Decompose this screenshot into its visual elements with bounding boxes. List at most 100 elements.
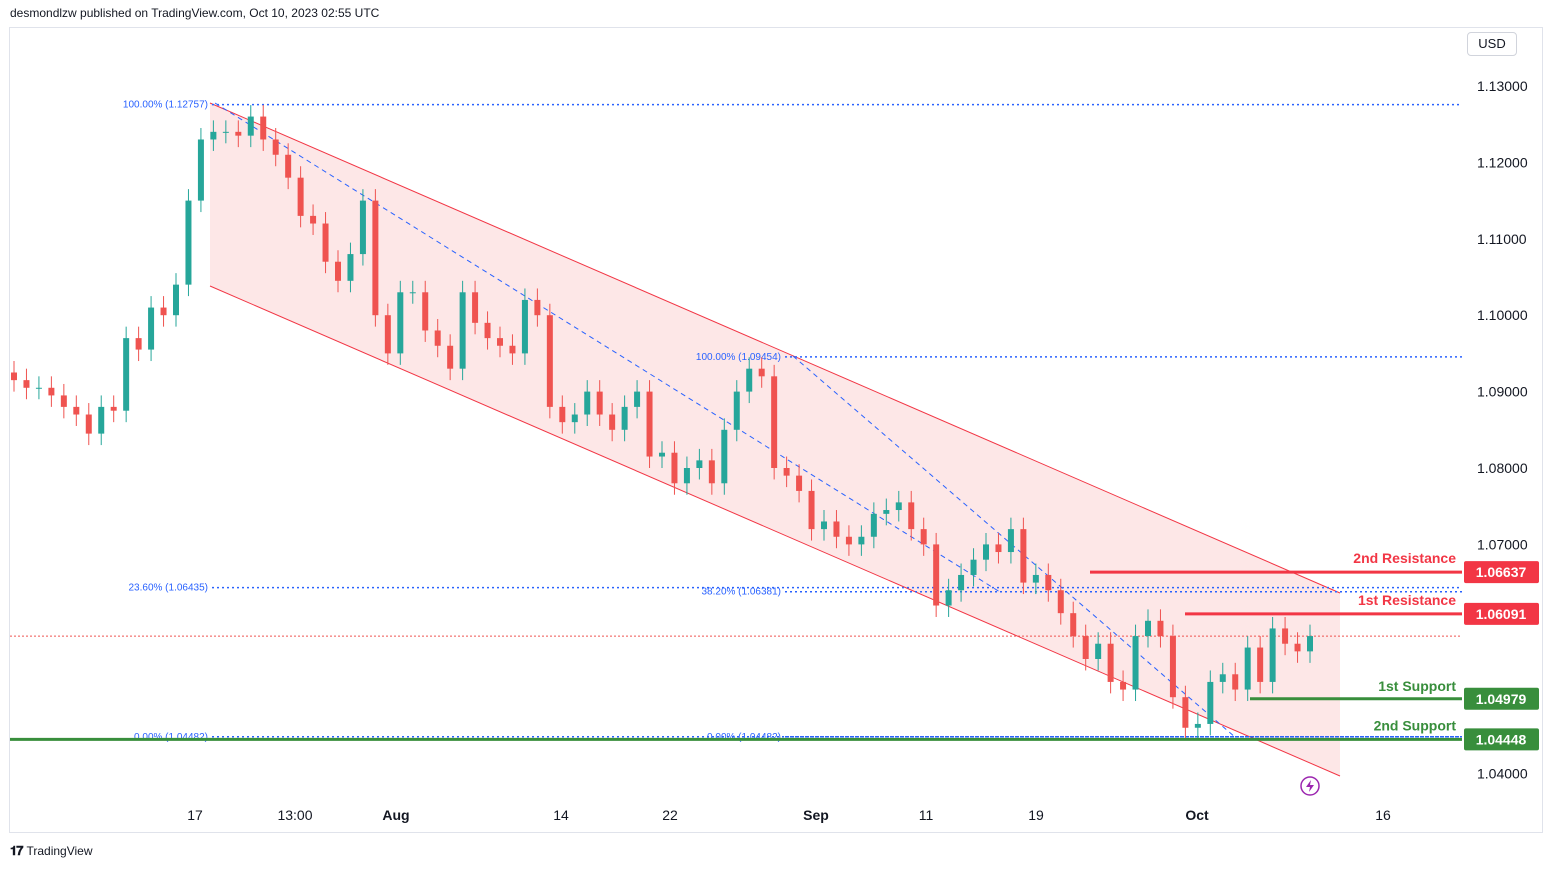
fib-level-label: 100.00% (1.09454)	[696, 352, 781, 363]
candle	[260, 105, 267, 151]
candle	[609, 403, 616, 442]
candle	[173, 273, 179, 327]
candle	[222, 120, 229, 144]
footer-brand-text: TradingView	[26, 844, 93, 858]
candle	[958, 563, 965, 602]
candle	[484, 311, 491, 350]
candle	[870, 502, 877, 549]
candle	[933, 532, 940, 617]
candle	[1182, 685, 1189, 740]
candle	[160, 296, 167, 327]
candle	[247, 105, 254, 148]
candle	[1219, 662, 1226, 694]
footer-branding: 𝟏𝟕 TradingView	[10, 843, 93, 859]
candle	[895, 490, 902, 522]
candle	[235, 120, 242, 148]
candle	[808, 479, 815, 541]
candle	[1070, 601, 1077, 648]
price-badge	[1464, 561, 1539, 584]
fib-level-label: 0.00% (1.04482)	[134, 732, 208, 743]
candle	[1232, 662, 1239, 702]
candle	[970, 548, 977, 587]
currency-button[interactable]: USD	[1467, 32, 1517, 56]
candle	[1082, 624, 1089, 671]
level-2nd-support: 2nd Support 1.04448	[10, 717, 1539, 751]
candle	[285, 143, 292, 190]
candle	[683, 456, 690, 495]
x-axis-tick-label: Sep	[803, 807, 829, 823]
candle	[1095, 632, 1102, 671]
candle	[671, 441, 678, 495]
candle	[721, 418, 728, 495]
candle	[272, 128, 279, 167]
candle	[646, 380, 653, 468]
candle	[659, 441, 665, 468]
candle	[584, 380, 591, 426]
candle	[60, 383, 67, 419]
candle	[796, 464, 803, 503]
candle	[783, 456, 790, 488]
candle	[621, 395, 628, 442]
candle	[11, 361, 17, 392]
candle	[596, 380, 603, 426]
candle	[372, 189, 379, 327]
fib-level-label: 23.60% (1.06435)	[128, 583, 208, 594]
candle	[758, 357, 765, 388]
candle	[1194, 712, 1201, 740]
y-axis-tick-label: 1.09000	[1477, 384, 1528, 400]
candle	[123, 326, 130, 423]
candle	[459, 280, 466, 381]
candle	[534, 288, 541, 327]
x-axis-tick-label: Oct	[1185, 807, 1209, 823]
candle	[920, 517, 927, 556]
candle	[521, 288, 528, 365]
lightning-icon[interactable]	[1300, 776, 1320, 796]
candle	[359, 189, 366, 266]
level-name: 2nd Support	[1374, 717, 1457, 733]
candle	[945, 578, 952, 617]
candle	[1307, 624, 1313, 663]
candle	[472, 280, 479, 335]
candle	[634, 380, 641, 419]
candle	[746, 357, 753, 404]
candle	[1020, 517, 1027, 595]
candle	[1269, 616, 1276, 694]
tradingview-logo-icon: 𝟏𝟕	[10, 843, 24, 858]
channel-lower-line	[209, 285, 1341, 777]
x-axis-tick-label: 22	[662, 807, 678, 823]
candle	[1045, 563, 1052, 602]
candle	[98, 395, 105, 446]
fib-trend-line-2	[792, 355, 1236, 738]
candle	[297, 166, 304, 228]
candle	[197, 128, 204, 213]
y-axis-tick-label: 1.08000	[1477, 460, 1528, 476]
x-axis-tick-label: Aug	[382, 807, 409, 823]
candle	[908, 490, 915, 541]
candle	[983, 532, 989, 572]
price-badge-value: 1.06091	[1476, 606, 1527, 622]
chart-frame	[9, 27, 1543, 833]
y-axis-tick-label: 1.04000	[1477, 766, 1528, 782]
candle	[571, 403, 578, 434]
candle	[1120, 670, 1127, 702]
level-1st-support: 1st Support 1.04979	[1250, 678, 1539, 710]
level-1st-resistance: 1st Resistance 1.06091	[1185, 592, 1539, 625]
candle	[771, 364, 778, 480]
candle	[135, 326, 142, 362]
fib-level-label: 100.00% (1.12757)	[123, 100, 208, 111]
candle	[1244, 636, 1251, 702]
candle	[434, 319, 441, 358]
candle	[1032, 563, 1039, 595]
candle	[1132, 624, 1139, 702]
candle	[384, 303, 391, 365]
candle	[347, 242, 354, 293]
price-badge-value: 1.04448	[1476, 731, 1527, 747]
candle	[185, 189, 192, 297]
candle	[409, 280, 416, 304]
candle	[1107, 632, 1114, 694]
candle	[1057, 578, 1064, 625]
price-badge-value: 1.06637	[1476, 564, 1527, 580]
candle	[397, 280, 404, 365]
candle	[509, 334, 516, 365]
